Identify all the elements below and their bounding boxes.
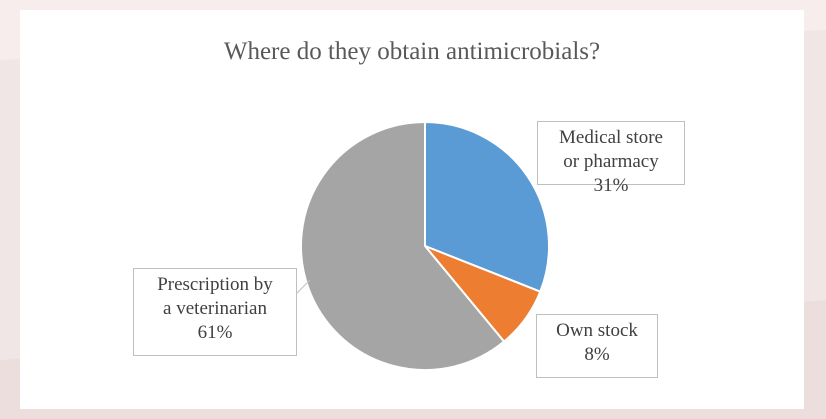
slice-medical-store [424, 120, 550, 293]
slice-value-label: 61% [197, 322, 233, 343]
slice-label-line: or pharmacy [563, 151, 659, 172]
slice-label-line: Medical store [559, 127, 663, 148]
chart-area: Where do they obtain antimicrobials? Med… [20, 10, 804, 409]
slice-label-line: Own stock [556, 320, 638, 341]
slice-prescription [300, 120, 506, 371]
pie-chart [296, 120, 550, 371]
pie-slices [300, 120, 550, 371]
slice-value-label: 31% [593, 175, 629, 196]
slice-value-label: 8% [584, 344, 610, 365]
slice-label-line: a veterinarian [163, 298, 267, 319]
slice-label-line: Prescription by [157, 274, 273, 295]
callout-own-stock: Own stock 8% [536, 314, 658, 378]
callout-medical-store: Medical store or pharmacy 31% [537, 121, 685, 196]
callout-prescription: Prescription by a veterinarian 61% [133, 268, 297, 356]
leader-line-prescription [296, 279, 311, 294]
callout-leaders [296, 279, 311, 294]
chart-title: Where do they obtain antimicrobials? [223, 38, 601, 65]
